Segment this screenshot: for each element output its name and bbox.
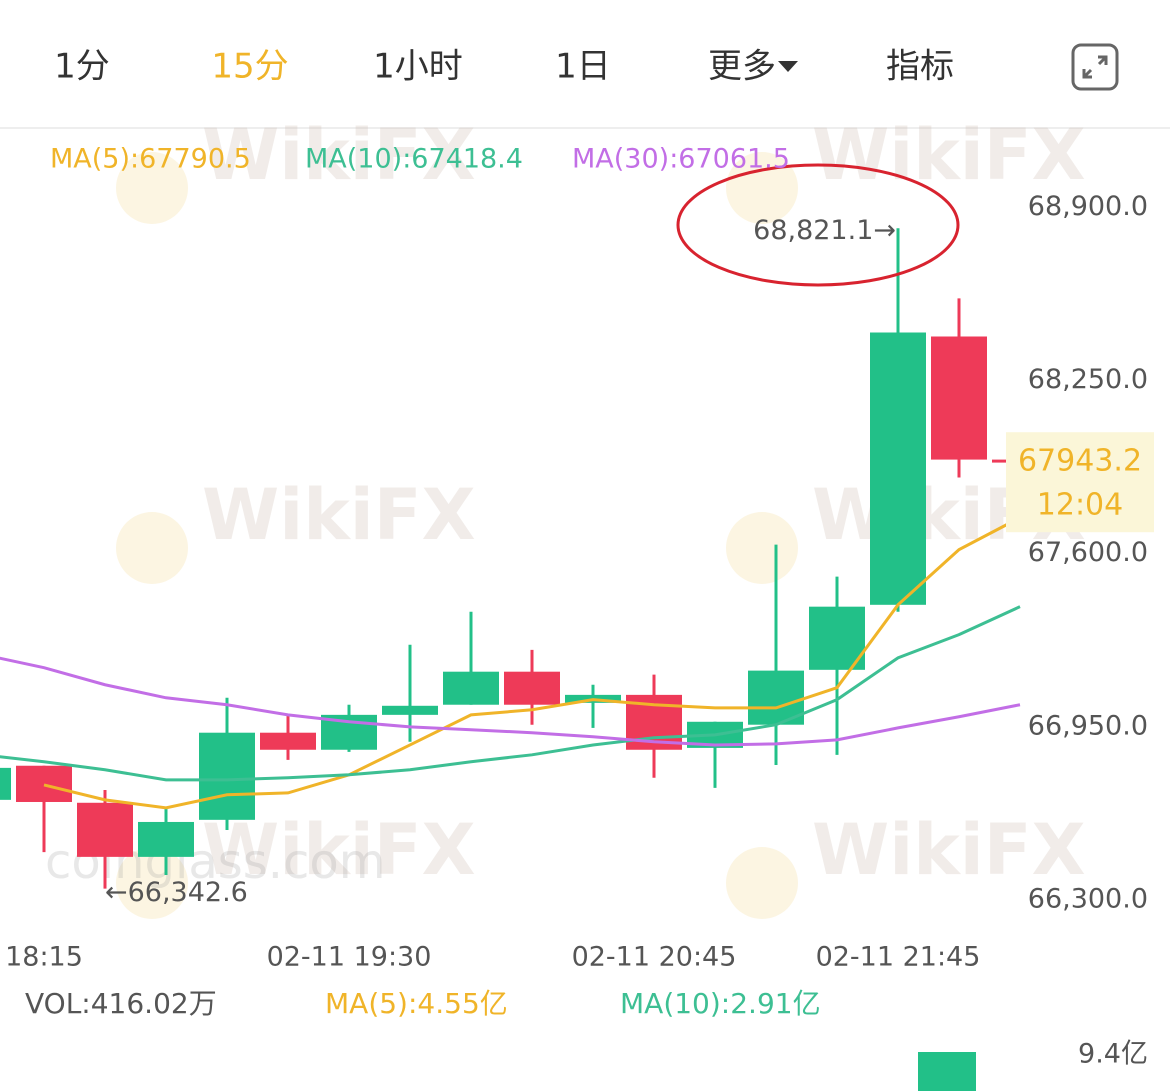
watermark-logo: [726, 512, 798, 584]
volume-ma5: MA(5):4.55亿: [325, 987, 508, 1020]
tab[interactable]: 更多: [708, 47, 776, 87]
watermark-logo: [116, 847, 188, 919]
candle-body: [260, 732, 316, 750]
x-tick-label: 02-11 19:30: [267, 942, 432, 973]
x-tick-label: 18:15: [5, 942, 83, 973]
candle-body: [16, 765, 72, 802]
y-tick-label: 66,300.0: [1028, 884, 1148, 915]
candle-body: [931, 336, 987, 460]
watermark-logo: [116, 152, 188, 224]
watermark-logo: [726, 847, 798, 919]
x-tick-label: 02-11 20:45: [572, 942, 737, 973]
watermark: WikiFX: [812, 809, 1086, 891]
high-annotation: 68,821.1→: [753, 215, 896, 246]
candle-body: [809, 606, 865, 670]
tab[interactable]: 15分: [211, 47, 288, 87]
x-tick-label: 02-11 21:45: [816, 942, 981, 973]
overlay: 68,900.0 68,250.0 67,600.0 66,950.0 66,300.0…: [5, 144, 1154, 1070]
watermark: WikiFX: [202, 474, 476, 556]
candle-body: [77, 802, 133, 857]
last-price-box: [1006, 432, 1154, 533]
dropdown-arrow: [778, 61, 798, 72]
watermark: WikiFX: [812, 114, 1086, 196]
volume-ma10: MA(10):2.91亿: [620, 987, 821, 1020]
legend-entry: MA(5):67790.5: [50, 144, 251, 175]
ma-line: [0, 656, 1021, 747]
candle-body: [504, 671, 560, 705]
ma-line: [0, 605, 1021, 782]
tab[interactable]: 1小时: [373, 47, 463, 87]
y-tick-label: 68,900.0: [1028, 191, 1148, 222]
y-tick-label: 66,950.0: [1028, 710, 1148, 741]
countdown: 12:04: [1037, 488, 1123, 523]
plot-area: [0, 228, 1048, 889]
tab[interactable]: 指标: [886, 47, 954, 87]
highlight-circle: [676, 163, 960, 287]
volume-axis-label: 9.4亿: [1078, 1039, 1148, 1070]
watermark: WikiFX: [202, 809, 476, 891]
candle-body: [870, 332, 926, 605]
candle-body: [138, 821, 194, 857]
tab[interactable]: 1日: [555, 47, 611, 87]
fullscreen-icon[interactable]: [1071, 43, 1119, 91]
last-price: 67943.2: [1018, 444, 1142, 479]
ma-line: [43, 516, 1021, 810]
candle-body: [382, 705, 438, 715]
candle-body: [0, 767, 11, 800]
candle-body: [199, 732, 255, 820]
tab[interactable]: 1分: [54, 47, 110, 87]
volume-title: VOL:416.02万: [25, 987, 217, 1020]
watermark-logo: [116, 512, 188, 584]
watermark-logo: [726, 152, 798, 224]
legend-entry: MA(10):67418.4: [305, 144, 523, 175]
watermark: WikiFX: [202, 114, 476, 196]
low-annotation: ←66,342.6: [105, 877, 248, 908]
legend-entry: MA(30):67061.5: [572, 144, 790, 175]
candle-body: [443, 671, 499, 705]
y-tick-label: 68,250.0: [1028, 364, 1148, 395]
y-tick-label: 67,600.0: [1028, 537, 1148, 568]
volume-bar-partial: [918, 1052, 976, 1091]
tab-bar: 1分 15分 1小时 1日 更多 指标: [54, 47, 954, 87]
